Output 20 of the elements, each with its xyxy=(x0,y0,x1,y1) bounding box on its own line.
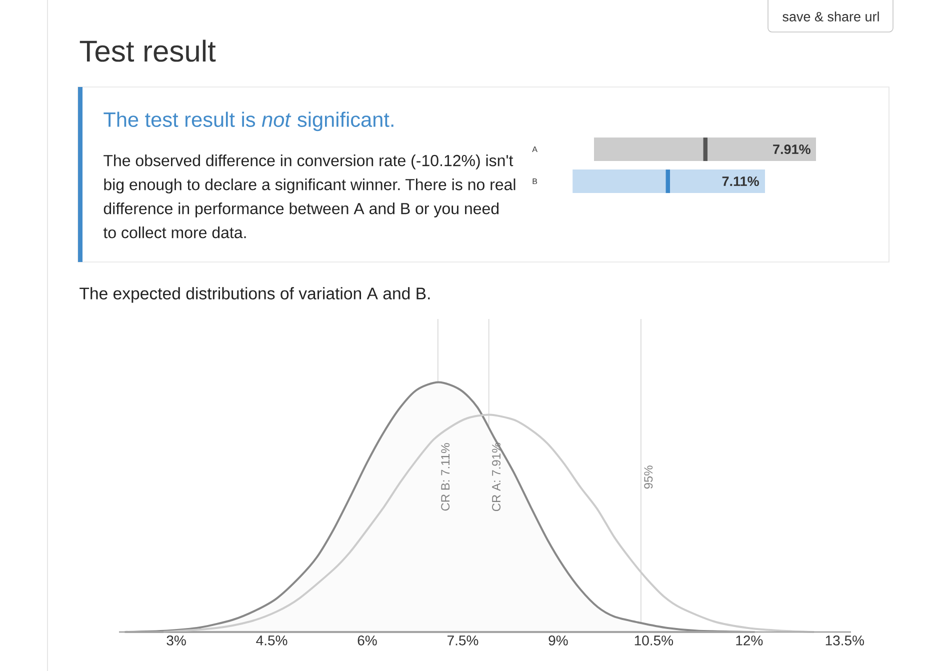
x-tick-label: 9% xyxy=(548,636,568,646)
x-tick-label: 12% xyxy=(736,636,763,646)
annotation: 7.91% xyxy=(773,144,810,154)
chart-title: The expected distributions of variation A and B. xyxy=(80,287,430,303)
text: The observed difference in conversion rate (-10.12%) isn't big enough to declare a significant winner. There is no real difference in performance between A and B or you need to collect more data. xyxy=(103,154,516,238)
annotation: 95% xyxy=(644,466,653,489)
y-tick-label: B xyxy=(532,178,538,184)
ref-line-label: CR B: 7.11% xyxy=(441,443,450,511)
annotation: 7.11% xyxy=(722,176,759,186)
x-tick-label: 3% xyxy=(166,636,186,646)
x-tick-label: 6% xyxy=(358,636,377,646)
ref-line-label: CR A: 7.91% xyxy=(492,442,501,512)
x-tick-label: 7.5% xyxy=(447,636,478,646)
x-tick-label: 13.5% xyxy=(826,636,864,646)
text: The test result is not significant. xyxy=(104,112,394,132)
x-tick-label: 4.5% xyxy=(256,636,288,646)
y-tick-label: A xyxy=(532,146,538,152)
x-tick-label: 10.5% xyxy=(634,636,674,646)
text: save & share url xyxy=(782,12,879,22)
text: Test result xyxy=(80,40,216,62)
